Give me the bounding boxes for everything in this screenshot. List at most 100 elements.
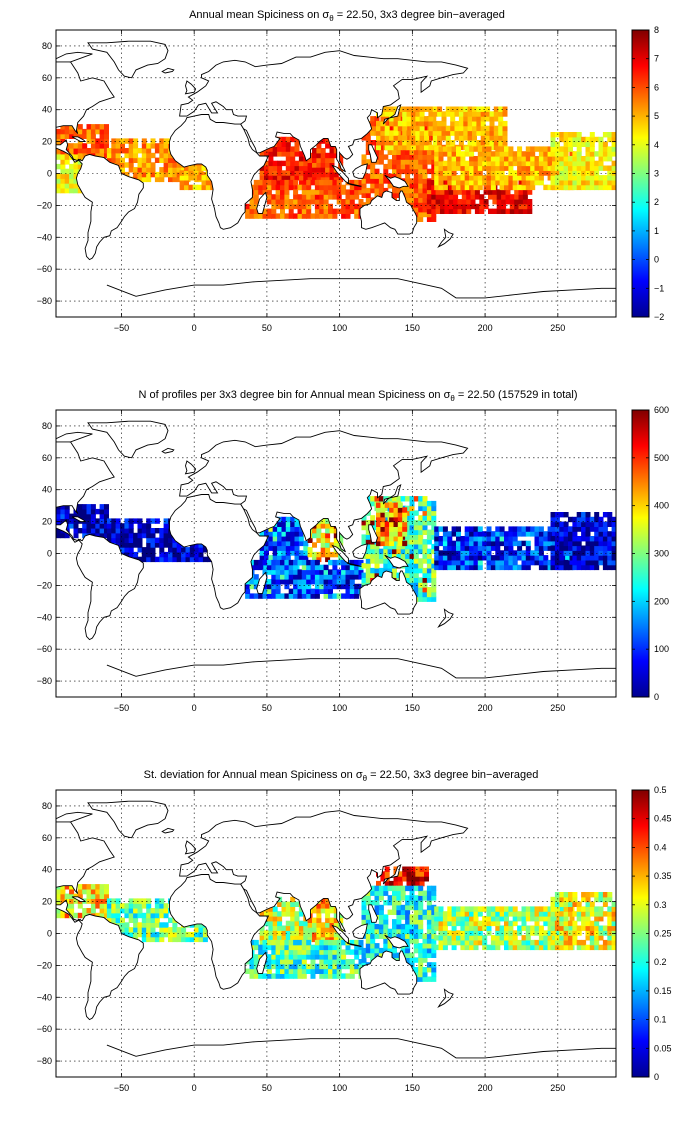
data-cell [402,140,408,146]
data-cell [168,542,173,548]
data-cell [384,140,390,146]
data-cell [552,540,557,547]
data-cell [285,935,291,941]
data-cell [277,521,283,527]
data-cell [345,189,351,195]
data-cell [434,175,440,181]
data-cell [306,184,312,191]
data-cell [501,194,507,200]
data-cell [611,165,616,171]
data-cell [426,199,432,205]
data-cell [426,567,432,574]
data-cell [253,184,259,191]
data-cell [272,540,278,547]
data-cell [338,927,344,933]
data-cell [380,116,386,122]
y-tick-label: 40 [42,485,52,495]
data-cell [338,157,344,163]
data-cell [137,931,143,938]
x-tick-label: −50 [114,1083,129,1093]
data-cell [409,914,415,920]
data-cell [572,559,578,566]
data-cell [380,512,386,518]
data-cell [490,906,496,912]
data-cell [525,526,531,532]
data-cell [454,106,460,112]
data-cell [572,136,578,143]
data-cell [168,157,173,163]
data-cell [275,569,281,575]
data-cell [538,545,544,551]
data-cell [332,944,338,951]
data-cell [486,151,492,157]
data-cell [128,931,134,938]
data-cell [431,194,437,200]
data-cell [387,183,393,189]
data-cell [477,906,483,912]
data-cell [73,148,79,154]
coastline [346,562,362,567]
data-cell [489,130,495,136]
data-cell [512,906,518,912]
data-cell [303,170,309,176]
data-cell [387,943,393,949]
data-cell [413,192,419,198]
data-cell [115,523,121,529]
data-cell [521,151,527,157]
data-cell [307,537,313,543]
data-cell [442,935,448,941]
data-cell [495,526,501,532]
data-cell [69,187,75,194]
data-cell [301,199,307,205]
data-cell [534,555,540,561]
data-cell [397,531,403,537]
data-cell [426,885,432,892]
data-cell [133,148,139,154]
data-cell [547,944,553,951]
data-cell [514,194,520,200]
data-cell [358,189,364,195]
data-cell [410,120,416,127]
data-cell [431,962,437,968]
x-tick-label: 100 [332,1083,347,1093]
data-cell [397,526,403,532]
data-cell [482,944,488,951]
data-cell [104,133,109,139]
data-cell [461,203,467,210]
data-cell [378,149,384,155]
data-cell [258,593,264,599]
data-cell [323,574,329,580]
data-cell [314,569,320,575]
data-cell [159,898,165,904]
data-cell [432,111,438,117]
data-cell [179,184,185,191]
data-cell [56,154,61,160]
data-cell [294,901,300,907]
data-cell [512,920,518,927]
data-cell [496,208,502,214]
data-cell [432,120,438,127]
data-cell [602,892,608,898]
data-cell [431,184,437,191]
data-cell [115,143,121,149]
data-cell [469,175,475,181]
data-cell [69,513,75,519]
data-cell [437,140,443,146]
data-cell [60,159,66,165]
data-cell [512,559,518,566]
data-cell [349,973,355,979]
data-cell [389,111,395,117]
data-cell [585,512,591,518]
data-cell [288,949,294,955]
data-cell [405,909,411,915]
data-cell [486,160,492,167]
data-cell [517,550,523,556]
data-cell [341,579,347,585]
data-cell [490,536,496,542]
data-cell [323,569,329,575]
data-cell [480,111,486,117]
data-cell [275,963,281,970]
data-cell [325,912,331,919]
data-cell [431,890,437,896]
data-cell [306,199,312,205]
